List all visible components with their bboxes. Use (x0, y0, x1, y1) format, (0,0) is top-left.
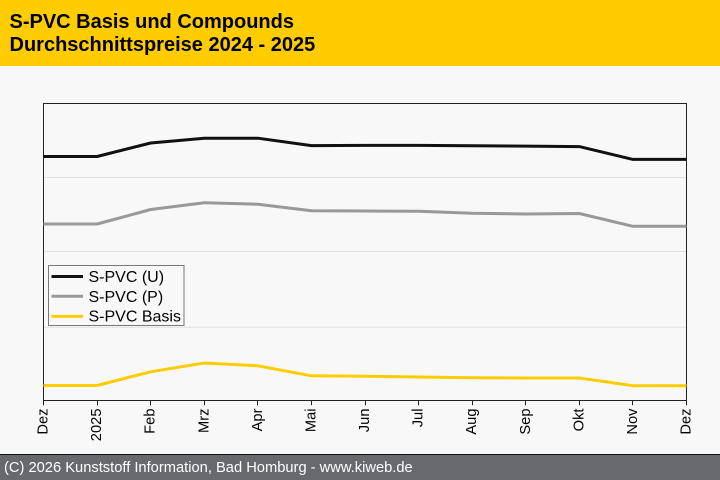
svg-text:Apr: Apr (250, 408, 266, 431)
svg-text:Jul: Jul (411, 409, 427, 428)
svg-text:Sep: Sep (518, 409, 534, 435)
svg-text:Mrz: Mrz (196, 409, 212, 433)
svg-text:Okt: Okt (571, 409, 587, 432)
svg-text:Nov: Nov (625, 408, 641, 435)
svg-text:Aug: Aug (464, 409, 480, 435)
svg-text:Jun: Jun (357, 409, 373, 433)
svg-text:Dez: Dez (36, 409, 52, 435)
svg-text:Mai: Mai (303, 409, 319, 433)
svg-text:S-PVC (U): S-PVC (U) (89, 269, 165, 286)
svg-text:Feb: Feb (143, 409, 159, 434)
svg-text:S-PVC (P): S-PVC (P) (89, 289, 164, 306)
svg-text:2025: 2025 (89, 409, 105, 442)
svg-text:S-PVC Basis: S-PVC Basis (89, 309, 181, 326)
svg-text:Dez: Dez (679, 409, 695, 435)
